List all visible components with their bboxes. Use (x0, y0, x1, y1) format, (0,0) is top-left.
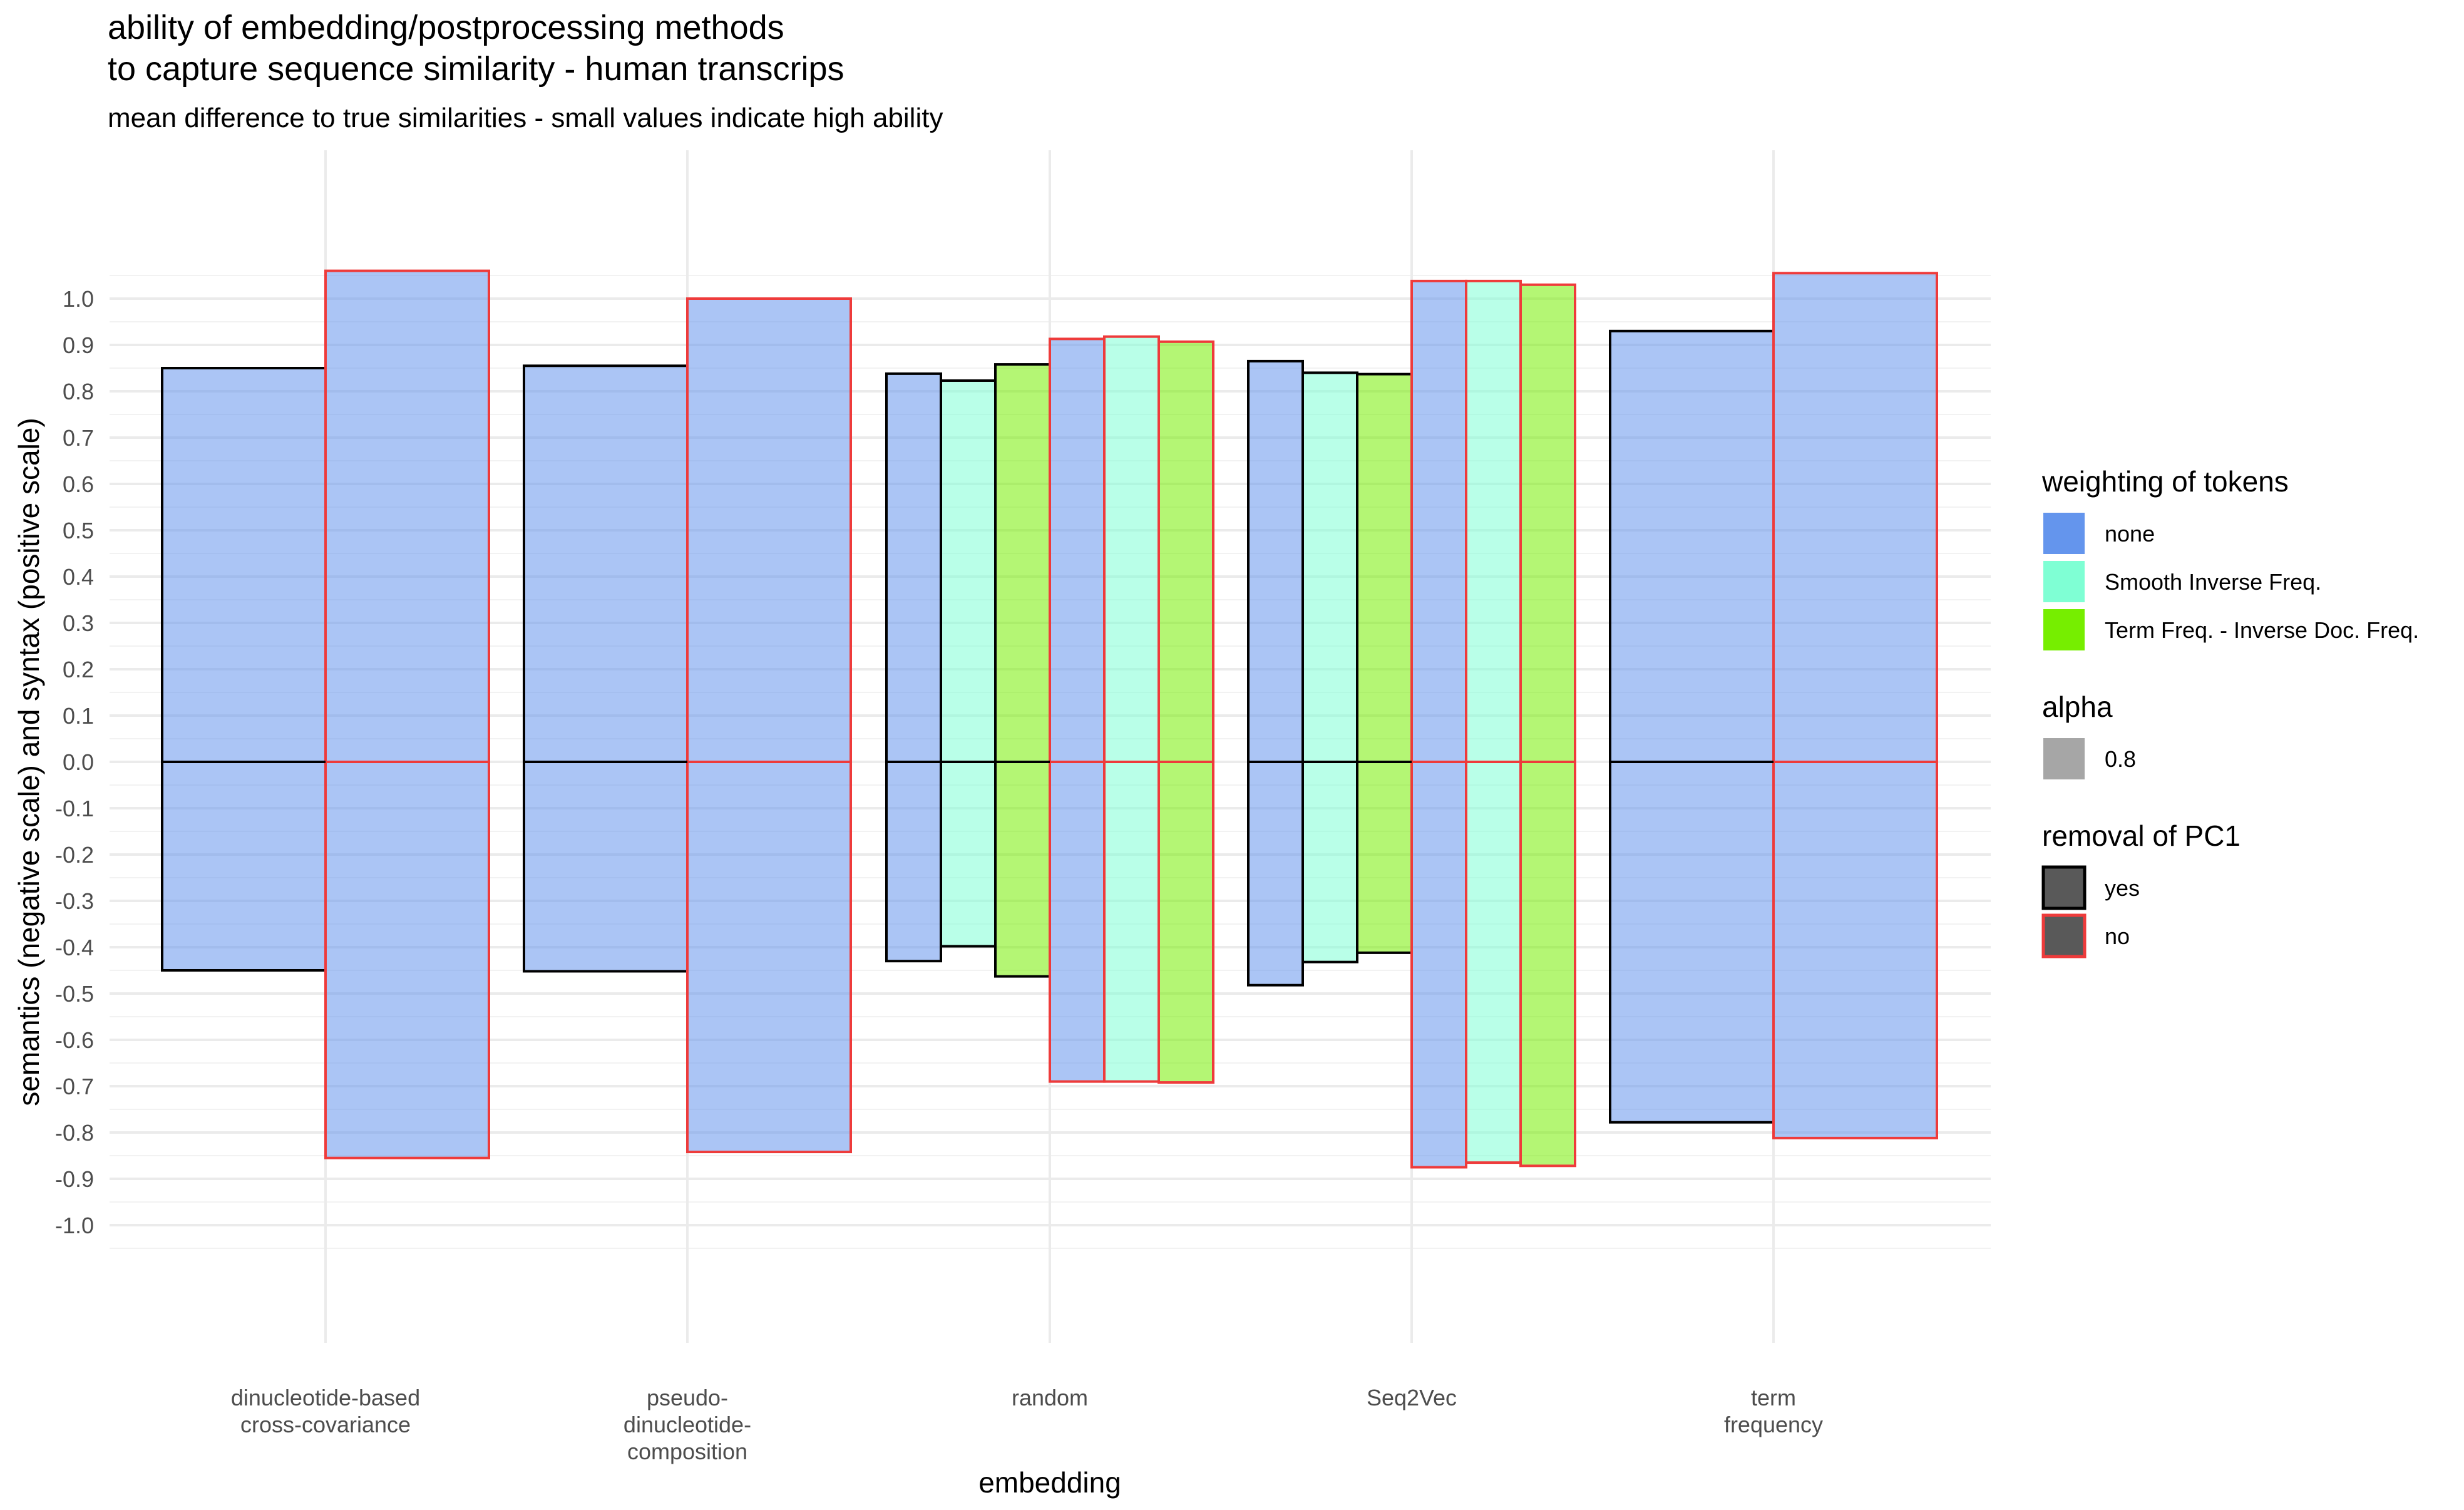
x-tick-label: dinucleotide- (624, 1412, 751, 1437)
legend-key (2043, 738, 2085, 779)
x-axis-title: embedding (978, 1466, 1121, 1499)
y-tick-label: -0.3 (55, 888, 94, 914)
bar-term-freq-inverse-doc-freq--pc1-no (1519, 283, 1576, 1168)
y-tick-label: 0.7 (63, 425, 94, 451)
legend-label: no (2105, 923, 2130, 949)
y-tick-label: -0.2 (55, 842, 94, 868)
legend-label: 0.8 (2105, 746, 2136, 772)
x-tick-label: frequency (1724, 1412, 1823, 1437)
legend-key (2043, 609, 2085, 650)
y-tick-label: 0.2 (63, 657, 94, 682)
bar-smooth-inverse-freq--pc1-yes (1301, 371, 1358, 963)
y-tick-label: -0.5 (55, 981, 94, 1007)
bar-term-freq-inverse-doc-freq--pc1-no (1158, 340, 1214, 1084)
bar-term-freq-inverse-doc-freq--pc1-yes (994, 363, 1051, 978)
y-tick-label: 0.3 (63, 610, 94, 636)
bar-term-freq-inverse-doc-freq--pc1-yes (1356, 372, 1413, 954)
y-tick-label: -0.9 (55, 1166, 94, 1192)
legend-key (2041, 913, 2087, 958)
bar-smooth-inverse-freq--pc1-no (1103, 335, 1160, 1083)
y-tick-label: -0.8 (55, 1120, 94, 1146)
bar-none-pc1-no (1410, 279, 1467, 1169)
legend-title: weighting of tokens (2041, 465, 2289, 498)
bar-none-pc1-yes (523, 364, 689, 973)
y-tick-label: 0.1 (63, 703, 94, 729)
y-tick-label: 0.5 (63, 518, 94, 543)
chart-title-line-1: ability of embedding/postprocessing meth… (108, 9, 784, 46)
legend-label: Smooth Inverse Freq. (2105, 569, 2321, 595)
bar-none-pc1-yes (1247, 359, 1304, 987)
y-tick-label: -0.4 (55, 935, 94, 960)
bar-none-pc1-no (1772, 272, 1938, 1139)
y-tick-label: 0.4 (63, 564, 94, 590)
y-tick-label: 1.0 (63, 286, 94, 312)
y-tick-label: -0.1 (55, 796, 94, 821)
y-tick-label: 0.6 (63, 471, 94, 497)
bar-none-pc1-yes (1609, 329, 1775, 1124)
bar-none-pc1-no (1049, 337, 1106, 1083)
y-tick-label: 0.9 (63, 332, 94, 358)
chart-subtitle: mean difference to true similarities - s… (108, 103, 943, 133)
y-tick-label: 0.8 (63, 379, 94, 404)
x-tick-label: pseudo- (647, 1385, 728, 1410)
bar-none-pc1-no (324, 269, 490, 1159)
legend-title: alpha (2042, 691, 2113, 723)
legend: weighting of tokens none Smooth Inverse Fr… (2041, 465, 2419, 958)
legend-label: Term Freq. - Inverse Doc. Freq. (2105, 617, 2419, 643)
chart-title-line-2: to capture sequence similarity - human t… (108, 50, 844, 88)
legend-label: none (2105, 521, 2155, 547)
x-tick-label: Seq2Vec (1367, 1385, 1457, 1410)
y-tick-label: -0.6 (55, 1027, 94, 1053)
bar-none-pc1-no (686, 297, 852, 1154)
x-tick-label: composition (627, 1439, 747, 1464)
legend-key (2043, 513, 2085, 554)
bar-smooth-inverse-freq--pc1-no (1465, 279, 1522, 1164)
legend-key (2041, 865, 2087, 910)
y-tick-label: 0.0 (63, 749, 94, 775)
x-tick-label: dinucleotide-based (231, 1385, 420, 1410)
x-tick-label: random (1012, 1385, 1088, 1410)
x-tick-label: cross-covariance (240, 1412, 411, 1437)
legend-key (2043, 561, 2085, 602)
y-tick-label: -0.7 (55, 1074, 94, 1099)
y-tick-label: -1.0 (55, 1213, 94, 1238)
y-axis-title: semantics (negative scale) and syntax (p… (13, 418, 45, 1106)
legend-title: removal of PC1 (2042, 819, 2241, 852)
bar-none-pc1-yes (161, 367, 327, 972)
x-tick-label: term (1751, 1385, 1796, 1410)
bar-none-pc1-yes (885, 372, 942, 963)
bar-smooth-inverse-freq--pc1-yes (940, 379, 997, 948)
bars-layer (161, 269, 1938, 1169)
legend-label: yes (2105, 875, 2140, 901)
